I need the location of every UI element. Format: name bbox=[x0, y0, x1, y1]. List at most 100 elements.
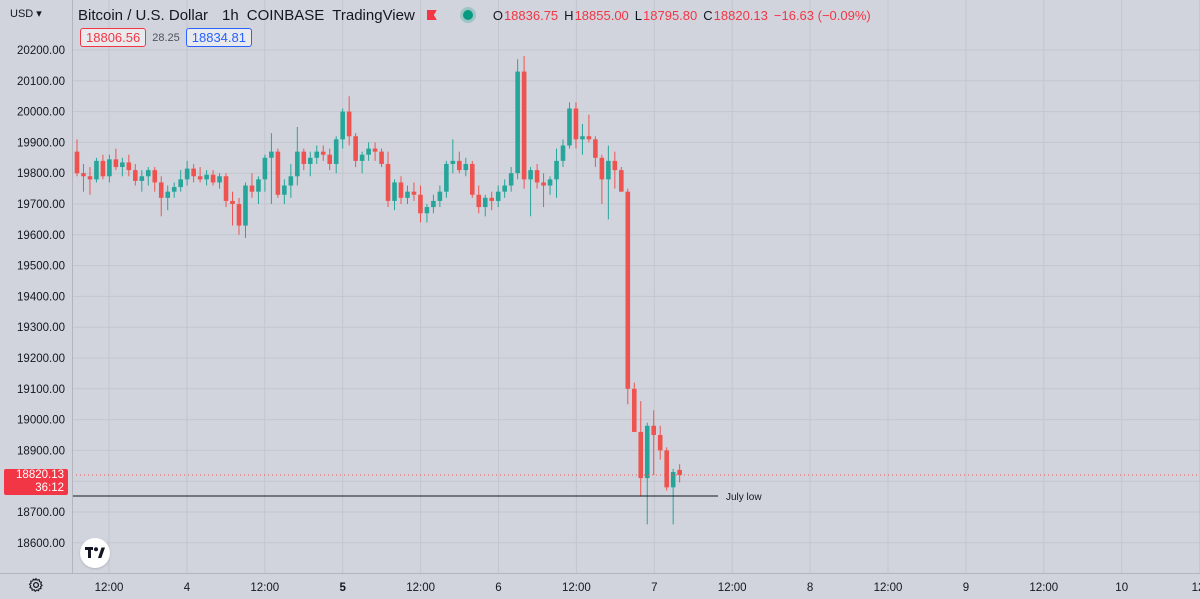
candle[interactable] bbox=[644, 422, 650, 525]
currency-selector[interactable]: USD ▾ bbox=[10, 8, 42, 20]
candle[interactable] bbox=[327, 148, 333, 171]
candle[interactable] bbox=[515, 59, 520, 180]
candle[interactable] bbox=[489, 191, 495, 211]
candle[interactable] bbox=[392, 179, 397, 211]
candle[interactable] bbox=[631, 382, 637, 432]
candle[interactable] bbox=[366, 142, 371, 161]
candle[interactable] bbox=[94, 157, 99, 183]
time-axis[interactable]: 12:00 4 12:00 5 12:00 6 12:00 7 12:00 8 12:00 9 12:0… bbox=[0, 573, 1200, 599]
candle[interactable] bbox=[165, 185, 171, 211]
candle[interactable] bbox=[288, 163, 294, 198]
candle[interactable] bbox=[171, 182, 177, 198]
price-axis[interactable]: 20200.00 20100.00 20000.00 19900.00 19800.00… bbox=[0, 0, 73, 598]
candle[interactable] bbox=[398, 176, 404, 204]
candle[interactable] bbox=[340, 108, 345, 149]
candle[interactable] bbox=[424, 204, 430, 223]
candle[interactable] bbox=[541, 173, 546, 208]
candle[interactable] bbox=[476, 185, 482, 214]
candle[interactable] bbox=[139, 170, 145, 192]
candle[interactable] bbox=[573, 102, 579, 149]
candle[interactable] bbox=[677, 464, 682, 483]
candle[interactable] bbox=[469, 160, 475, 198]
gear-icon[interactable] bbox=[28, 577, 44, 593]
candle[interactable] bbox=[210, 170, 216, 186]
candle[interactable] bbox=[359, 151, 365, 174]
candle[interactable] bbox=[444, 160, 449, 198]
candle[interactable] bbox=[567, 102, 572, 149]
candle[interactable] bbox=[158, 176, 164, 217]
candle[interactable] bbox=[204, 170, 209, 186]
candle[interactable] bbox=[87, 167, 93, 195]
candle[interactable] bbox=[651, 410, 657, 476]
candle[interactable] bbox=[282, 179, 287, 204]
candle[interactable] bbox=[126, 154, 132, 177]
candle[interactable] bbox=[638, 401, 644, 497]
candle[interactable] bbox=[495, 185, 501, 208]
candle[interactable] bbox=[580, 123, 585, 155]
candle[interactable] bbox=[353, 133, 358, 168]
candle[interactable] bbox=[236, 197, 242, 235]
candle[interactable] bbox=[133, 163, 138, 186]
candle[interactable] bbox=[152, 167, 158, 192]
candle[interactable] bbox=[508, 167, 514, 192]
candle[interactable] bbox=[197, 167, 203, 183]
candle[interactable] bbox=[534, 163, 540, 189]
flag-icon[interactable] bbox=[426, 10, 437, 20]
sell-button[interactable]: 18806.56 bbox=[80, 28, 147, 47]
candle[interactable] bbox=[307, 151, 313, 177]
candle[interactable] bbox=[619, 167, 624, 192]
candle[interactable] bbox=[107, 154, 112, 183]
candle[interactable] bbox=[521, 56, 527, 189]
candle[interactable] bbox=[657, 425, 663, 460]
candle[interactable] bbox=[301, 148, 307, 171]
candle[interactable] bbox=[74, 139, 80, 177]
candle[interactable] bbox=[100, 154, 106, 180]
candle[interactable] bbox=[333, 136, 339, 174]
candle[interactable] bbox=[230, 191, 235, 226]
candle[interactable] bbox=[418, 185, 423, 223]
candle[interactable] bbox=[405, 185, 410, 204]
candle[interactable] bbox=[385, 151, 391, 208]
candle[interactable] bbox=[320, 145, 326, 161]
candle[interactable] bbox=[262, 154, 268, 192]
candle[interactable] bbox=[599, 154, 605, 204]
candle[interactable] bbox=[178, 170, 183, 192]
candle[interactable] bbox=[372, 142, 378, 161]
symbol-name[interactable]: Bitcoin / U.S. Dollar bbox=[78, 6, 209, 24]
candle[interactable] bbox=[81, 163, 86, 192]
candle[interactable] bbox=[502, 179, 507, 198]
candle[interactable] bbox=[625, 188, 631, 405]
interval-label[interactable]: 1h bbox=[222, 6, 239, 24]
candle[interactable] bbox=[346, 96, 352, 146]
buy-button[interactable]: 18834.81 bbox=[185, 28, 252, 47]
candle[interactable] bbox=[295, 127, 300, 186]
candle[interactable] bbox=[411, 182, 417, 201]
candle[interactable] bbox=[606, 145, 611, 220]
candle[interactable] bbox=[243, 182, 248, 238]
candle[interactable] bbox=[223, 173, 229, 208]
candle[interactable] bbox=[612, 151, 618, 189]
candle[interactable] bbox=[457, 151, 462, 174]
candle[interactable] bbox=[256, 176, 261, 204]
candle[interactable] bbox=[554, 148, 559, 198]
candle[interactable] bbox=[113, 148, 119, 171]
candle[interactable] bbox=[547, 176, 553, 195]
candle[interactable] bbox=[314, 145, 320, 164]
candle[interactable] bbox=[593, 136, 598, 168]
candle[interactable] bbox=[528, 167, 533, 217]
candle[interactable] bbox=[463, 157, 469, 177]
candle[interactable] bbox=[275, 148, 281, 198]
candle[interactable] bbox=[482, 194, 488, 217]
candle[interactable] bbox=[437, 185, 443, 208]
candle[interactable] bbox=[145, 167, 151, 186]
candle[interactable] bbox=[184, 160, 190, 186]
candle[interactable] bbox=[664, 447, 669, 491]
candle[interactable] bbox=[249, 173, 255, 198]
tradingview-logo-icon[interactable] bbox=[80, 538, 110, 568]
candle[interactable] bbox=[191, 163, 196, 183]
candle[interactable] bbox=[431, 194, 436, 214]
candle[interactable] bbox=[120, 157, 125, 177]
candle[interactable] bbox=[586, 114, 592, 143]
